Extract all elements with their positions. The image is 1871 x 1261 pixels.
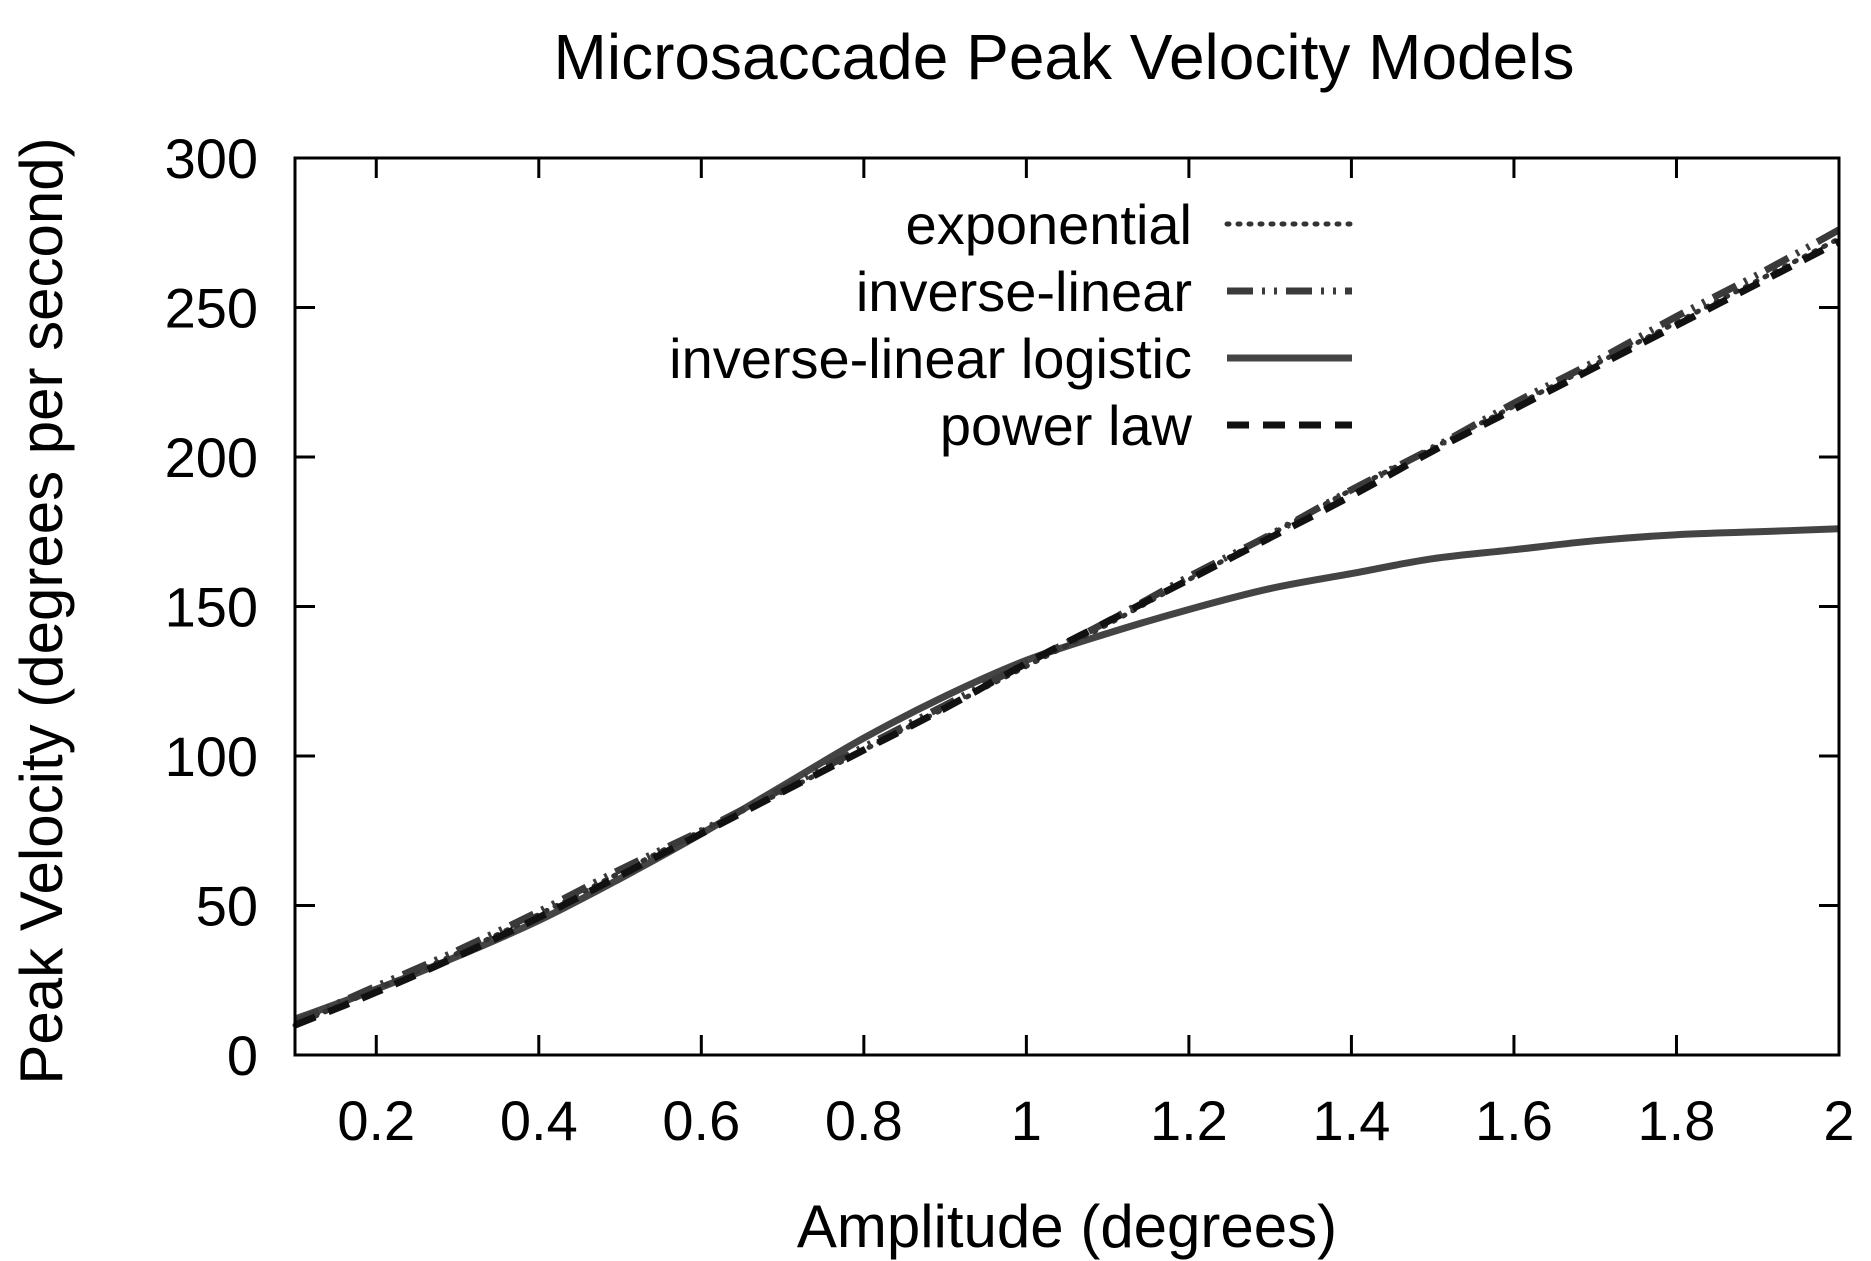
y-axis-label: Peak Velocity (degrees per second) [8,137,75,1084]
x-tick-label: 1.6 [1475,1089,1553,1152]
x-tick-label: 2 [1823,1089,1854,1152]
x-tick-label: 0.4 [500,1089,578,1152]
y-tick-label: 150 [165,576,258,639]
x-axis-label: Amplitude (degrees) [797,1193,1337,1260]
legend-label-power-law: power law [940,394,1193,457]
series-line-power-law [293,238,1841,1029]
x-tick-label: 0.8 [825,1089,903,1152]
data-series [292,226,1842,1029]
plot-frame [293,156,1841,1057]
axis-tick-labels: 0.2 0.4 0.6 0.8 1 1.2 1.4 1.6 1.8 2 0 50 100 150 200 25… [165,127,1855,1152]
y-tick-label: 250 [165,277,258,340]
legend-label-inverse-linear: inverse-linear [856,260,1192,323]
y-tick-label: 300 [165,127,258,190]
x-tick-label: 1 [1011,1089,1042,1152]
legend-label-inverse-linear-logistic: inverse-linear logistic [669,327,1192,390]
x-tick-label: 1.4 [1312,1089,1390,1152]
y-tick-label: 100 [165,725,258,788]
legend: exponentialinverse-linearinverse-linear … [669,193,1355,457]
y-tick-label: 200 [165,426,258,489]
y-tick-label: 0 [227,1024,258,1087]
x-tick-label: 1.2 [1150,1089,1228,1152]
series-line-inverse-linear-logistic [293,525,1840,1023]
x-tick-label: 0.6 [662,1089,740,1152]
axis-ticks [295,156,1841,1057]
x-tick-label: 1.8 [1638,1089,1716,1152]
y-tick-label: 50 [196,875,258,938]
x-tick-label: 0.2 [337,1089,415,1152]
chart-title: Microsaccade Peak Velocity Models [554,21,1575,93]
legend-label-exponential: exponential [906,193,1192,256]
